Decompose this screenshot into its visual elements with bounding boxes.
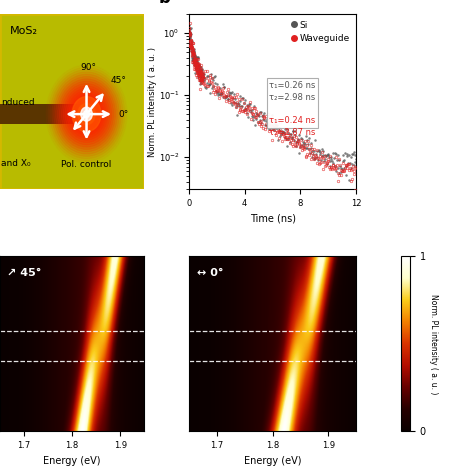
Circle shape	[72, 97, 101, 132]
Circle shape	[52, 72, 121, 156]
Circle shape	[82, 109, 91, 119]
Circle shape	[67, 91, 106, 138]
Circle shape	[55, 77, 118, 152]
Y-axis label: Norm. PL intensity ( a. u. ): Norm. PL intensity ( a. u. )	[429, 293, 438, 394]
Text: and X₀: and X₀	[1, 159, 31, 168]
Circle shape	[76, 102, 97, 126]
Circle shape	[65, 88, 108, 140]
Text: τ₁=0.24 ns
τ₂=2.87 ns: τ₁=0.24 ns τ₂=2.87 ns	[269, 116, 316, 137]
Legend: Si, Waveguide: Si, Waveguide	[290, 19, 352, 45]
Y-axis label: Norm. PL intensity ( a. u. ): Norm. PL intensity ( a. u. )	[148, 47, 157, 157]
Circle shape	[61, 83, 112, 145]
Circle shape	[81, 107, 92, 121]
Circle shape	[78, 104, 95, 125]
Circle shape	[50, 70, 123, 159]
Text: nduced: nduced	[1, 98, 35, 107]
Circle shape	[57, 79, 116, 149]
Text: τ₁=0.26 ns
τ₂=2.98 ns
τ₁=0.24 ns
τ₂=2.87 ns: τ₁=0.26 ns τ₂=2.98 ns τ₁=0.24 ns τ₂=2.87…	[269, 81, 316, 125]
Text: ↗ 45°: ↗ 45°	[7, 268, 42, 278]
X-axis label: Energy (eV): Energy (eV)	[43, 456, 101, 465]
Circle shape	[78, 104, 95, 124]
Circle shape	[69, 93, 104, 136]
X-axis label: Energy (eV): Energy (eV)	[244, 456, 301, 465]
Text: MoS₂: MoS₂	[10, 27, 38, 36]
Text: 45°: 45°	[110, 76, 126, 85]
Bar	[0, 104, 90, 124]
Text: 0°: 0°	[118, 109, 128, 118]
Text: b: b	[159, 0, 171, 7]
Circle shape	[71, 95, 102, 133]
Circle shape	[63, 86, 110, 142]
Circle shape	[59, 81, 114, 147]
Circle shape	[74, 100, 99, 128]
Circle shape	[54, 74, 119, 154]
Text: τ₁=0.26 ns
τ₂=2.98 ns: τ₁=0.26 ns τ₂=2.98 ns	[269, 81, 316, 101]
Circle shape	[82, 109, 91, 119]
Text: Pol. control: Pol. control	[61, 160, 112, 169]
Circle shape	[83, 110, 90, 118]
X-axis label: Time (ns): Time (ns)	[249, 214, 296, 224]
Text: 90°: 90°	[80, 63, 96, 72]
Circle shape	[80, 107, 93, 122]
Text: ↔ 0°: ↔ 0°	[197, 268, 224, 278]
Circle shape	[73, 97, 100, 131]
